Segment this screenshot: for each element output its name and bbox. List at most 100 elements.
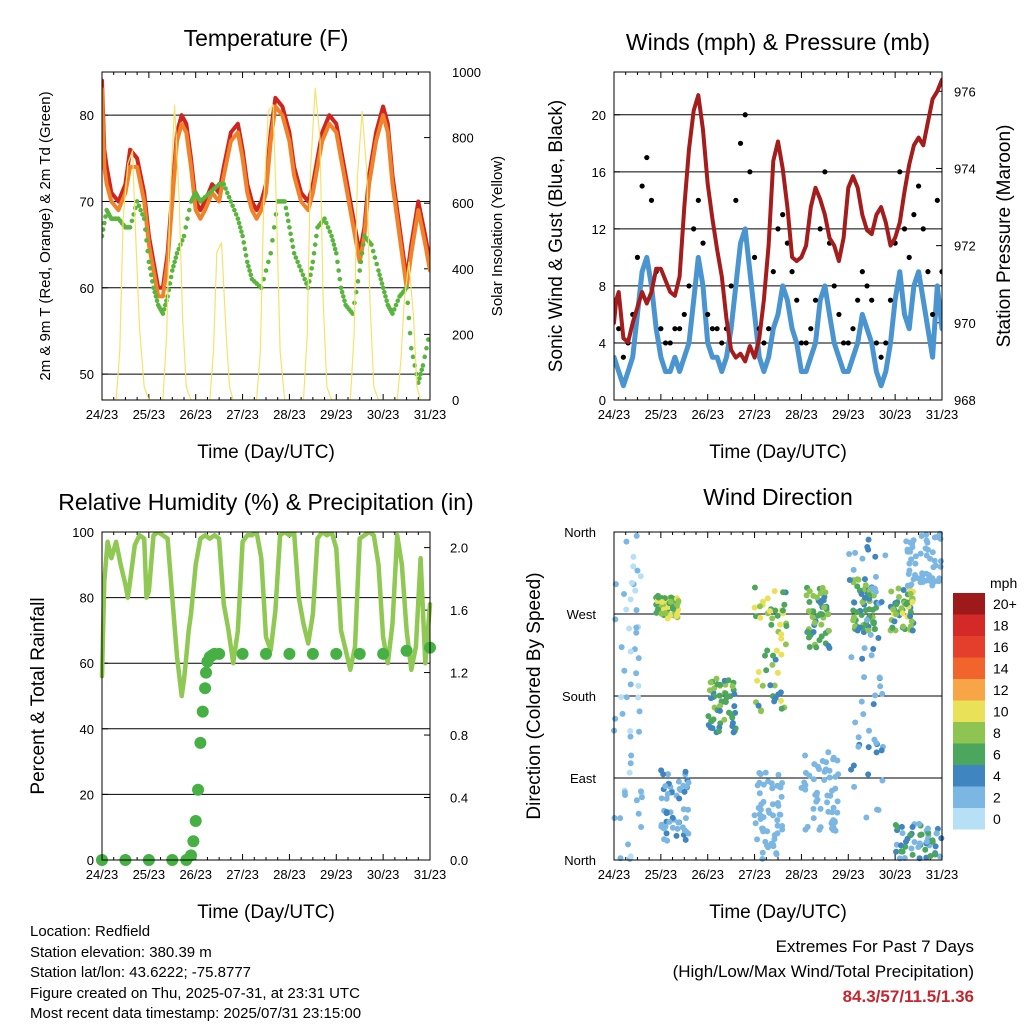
direction-point [875,635,882,642]
direction-point [662,610,669,617]
y-tick-label: 20 [80,787,94,802]
direction-point [861,576,868,583]
direction-point [683,783,690,790]
dewpoint-point [169,268,175,273]
dewpoint-point [424,345,429,351]
direction-point [851,783,858,790]
gust-point [897,169,903,175]
dewpoint-point [221,181,227,187]
dewpoint-point [152,289,158,295]
chart-title: Wind Direction [703,484,853,510]
direction-point [716,707,723,714]
dewpoint-point [103,214,108,219]
x-tick-label: 26/23 [179,867,212,882]
gust-point [737,140,744,146]
direction-point [806,588,813,595]
y2-tick-label: 1.6 [450,603,468,618]
dewpoint-point [359,250,365,256]
direction-point [675,778,682,785]
y2-tick-label: 976 [954,84,976,99]
y-tick-label: 80 [80,591,94,606]
legend-swatch [953,808,985,830]
x-tick-label: 25/23 [645,867,678,882]
dewpoint-point [332,246,338,252]
plot-border [613,531,943,861]
direction-point [766,608,773,615]
gust-point [766,326,772,332]
direction-point [864,544,871,551]
dewpoint-point [241,240,247,245]
direction-point [908,845,915,852]
gust-point [803,340,809,346]
dewpoint-point [102,220,107,226]
precip-point [199,682,212,695]
direction-point [912,560,919,567]
legend-label: 18 [993,618,1009,634]
gust-point [883,340,889,346]
dewpoint-point [335,259,340,265]
dewpoint-point [314,233,319,239]
direction-point [618,694,625,701]
direction-point [751,604,758,611]
direction-point [663,808,670,815]
direction-point [705,713,712,720]
y-tick-label: East [570,771,596,786]
dewpoint-point [129,218,135,224]
direction-point [722,690,729,697]
direction-point [756,790,763,797]
direction-point [759,598,766,605]
direction-point [663,795,670,802]
gust-point [686,283,692,289]
direction-point [879,777,886,784]
legend-swatch [953,786,985,808]
direction-point [673,832,680,839]
gust-point [878,354,884,360]
direction-point [777,811,784,818]
precip-point [200,666,213,679]
direction-point [821,604,828,611]
direction-point [809,614,816,621]
direction-point [918,831,925,838]
gust-point [822,169,828,175]
dewpoint-point [337,276,343,282]
plot-border [101,531,431,861]
direction-point [810,608,817,615]
pressure-series [614,77,942,364]
dewpoint-point [271,225,277,230]
extremes-subtitle: (High/Low/Max Wind/Total Precipitation) [672,962,974,981]
gust-point [906,254,912,260]
gust-point [850,326,856,332]
direction-point [754,782,761,789]
direction-point [626,769,633,776]
gust-point [691,226,697,232]
direction-point [721,716,728,723]
direction-point [929,549,936,556]
direction-point [869,606,876,613]
dewpoint-point [244,259,250,265]
direction-point [904,835,911,842]
direction-point [666,818,673,825]
dewpoint-point [240,233,245,239]
y-tick-label: North [564,525,596,540]
y2-tick-label: 968 [954,393,976,408]
direction-point [764,647,771,654]
plot-area [102,78,430,400]
x-tick-label: 29/23 [832,867,865,882]
precip-point [400,644,413,657]
direction-point [658,767,665,774]
gust-point [658,326,664,332]
dewpoint-point [228,199,234,204]
legend-label: 20+ [993,596,1017,612]
gust-point [761,340,767,346]
direction-point [783,623,790,630]
direction-point [802,782,809,789]
x-tick-label: 28/23 [273,867,306,882]
dewpoint-point [370,248,376,254]
direction-point [762,769,769,776]
elevation-text: Station elevation: 380.39 m [30,943,212,961]
dewpoint-point [333,250,339,256]
direction-point [778,705,785,712]
direction-point [900,623,907,630]
direction-point [638,824,645,831]
direction-point [707,695,714,702]
